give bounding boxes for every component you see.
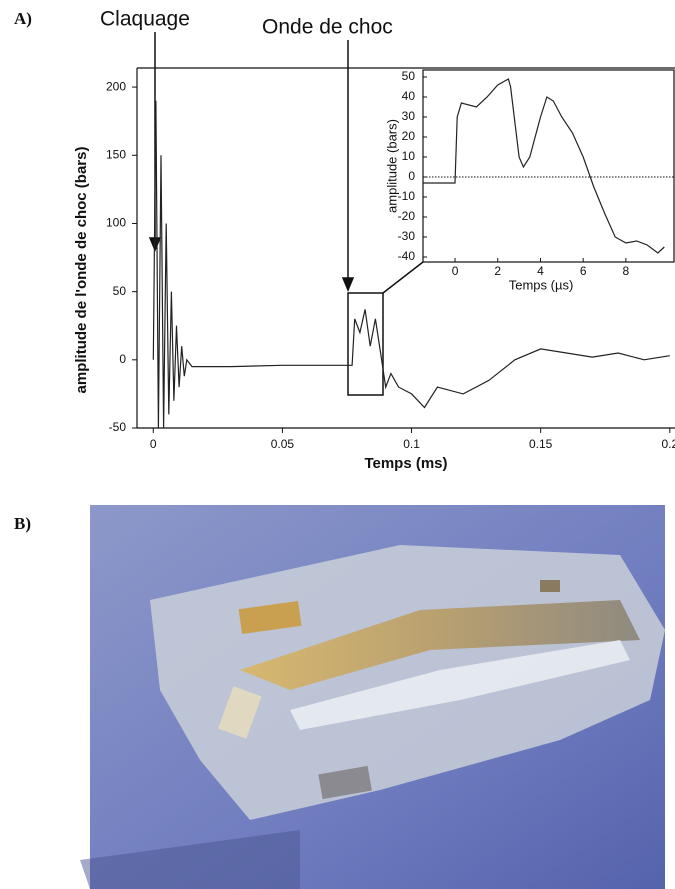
y-tick-label: 30 bbox=[402, 109, 416, 123]
x-tick-label: 8 bbox=[623, 264, 630, 278]
y-tick-label: -40 bbox=[398, 249, 416, 263]
y-tick-label: -50 bbox=[109, 420, 127, 434]
x-axis-label: Temps (µs) bbox=[509, 277, 574, 292]
x-tick-label: 0.1 bbox=[403, 437, 420, 451]
x-tick-label: 0.2 bbox=[661, 437, 675, 451]
arrows bbox=[148, 32, 355, 292]
x-tick-label: 0.05 bbox=[271, 437, 295, 451]
panel-label: A) bbox=[14, 9, 32, 28]
y-tick-label: 100 bbox=[106, 216, 126, 230]
y-tick-label: 200 bbox=[106, 79, 126, 93]
chart: 0 2 4 6 8 -40 -30 -20 -10 0 10 20 30 40 50 Temps (µs) am… bbox=[384, 69, 675, 292]
y-tick-label: 10 bbox=[402, 149, 416, 163]
panel-label: B) bbox=[14, 514, 31, 533]
y-tick-label: 150 bbox=[106, 147, 126, 161]
y-axis-label: amplitude de l'onde de choc (bars) bbox=[73, 147, 90, 394]
x-axis-label: Temps (ms) bbox=[364, 455, 447, 472]
x-tick-label: 4 bbox=[537, 264, 544, 278]
x-tick-label: 0 bbox=[452, 264, 459, 278]
x-tick-label: 6 bbox=[580, 264, 587, 278]
y-tick-label: 40 bbox=[402, 89, 416, 103]
y-tick-label: -20 bbox=[398, 209, 416, 223]
x-tick-label: 2 bbox=[494, 264, 501, 278]
photo bbox=[80, 505, 665, 889]
x-tick-label: 0.15 bbox=[529, 437, 553, 451]
y-tick-label: 50 bbox=[113, 284, 127, 298]
annotation: Claquage bbox=[100, 8, 190, 31]
y-tick-label: 50 bbox=[402, 69, 416, 83]
y-tick-label: 0 bbox=[119, 352, 126, 366]
data-line bbox=[423, 78, 665, 254]
zoom-box bbox=[347, 261, 424, 396]
y-tick-label: 20 bbox=[402, 129, 416, 143]
data-line bbox=[152, 100, 670, 428]
y-tick-label: -30 bbox=[398, 229, 416, 243]
y-axis-label: amplitude (bars) bbox=[384, 119, 399, 213]
x-tick-label: 0 bbox=[150, 437, 157, 451]
y-tick-label: -10 bbox=[398, 189, 416, 203]
plot-frame bbox=[422, 69, 675, 263]
y-tick-label: 0 bbox=[408, 169, 415, 183]
annotation: Onde de choc bbox=[262, 16, 393, 39]
